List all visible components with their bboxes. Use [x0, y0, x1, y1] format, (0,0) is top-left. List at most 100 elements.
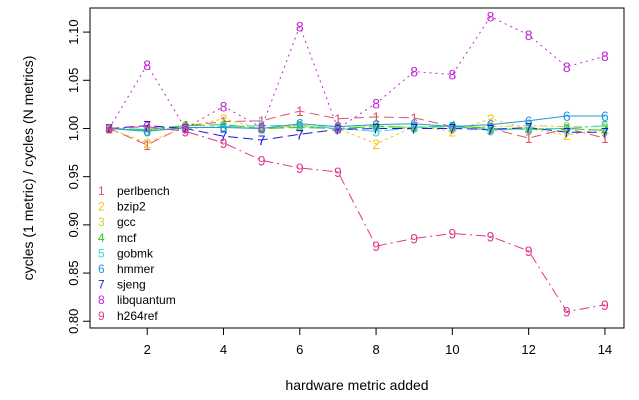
data-point-libquantum: 8: [143, 57, 151, 73]
data-point-gobmk: 5: [525, 121, 533, 137]
plot-frame: [89, 7, 625, 329]
y-tick-label: 0.85: [66, 260, 81, 285]
data-point-sjeng: 7: [258, 132, 266, 148]
legend-symbol: 6: [98, 262, 105, 276]
data-point-bzip2: 2: [601, 121, 609, 137]
data-point-sjeng: 7: [372, 121, 380, 137]
data-point-sjeng: 7: [525, 120, 533, 136]
data-point-h264ref: 9: [105, 121, 113, 137]
legend-symbol: 4: [98, 231, 105, 245]
y-axis-label: cycles (1 metric) / cycles (N metrics): [20, 56, 36, 281]
data-point-gcc: 3: [372, 118, 380, 134]
data-point-libquantum: 8: [449, 67, 457, 83]
legend-label: mcf: [117, 231, 137, 245]
data-point-gobmk: 5: [487, 122, 495, 138]
data-point-h264ref: 9: [258, 152, 266, 168]
data-point-bzip2: 2: [220, 111, 228, 127]
legend-symbol: 7: [98, 278, 105, 292]
legend-symbol: 2: [98, 200, 105, 214]
data-point-gobmk: 5: [220, 119, 228, 135]
data-point-libquantum: 8: [105, 121, 113, 137]
data-point-gobmk: 5: [105, 121, 113, 137]
data-point-libquantum: 8: [296, 18, 304, 34]
data-point-gcc: 3: [258, 121, 266, 137]
data-point-mcf: 4: [601, 122, 609, 138]
data-point-perlbench: 1: [372, 109, 380, 125]
data-point-libquantum: 8: [182, 121, 190, 137]
data-point-mcf: 4: [449, 118, 457, 134]
data-point-perlbench: 1: [525, 130, 533, 146]
data-point-libquantum: 8: [525, 27, 533, 43]
data-point-h264ref: 9: [143, 119, 151, 135]
data-point-gobmk: 5: [182, 121, 190, 137]
series-line-hmmer: [109, 115, 605, 132]
data-point-hmmer: 6: [601, 108, 609, 124]
data-point-mcf: 4: [296, 120, 304, 136]
data-point-gcc: 3: [449, 121, 457, 137]
data-point-h264ref: 9: [182, 123, 190, 139]
data-point-h264ref: 9: [296, 160, 304, 176]
data-point-hmmer: 6: [525, 113, 533, 129]
y-tick-label: 1.00: [66, 116, 81, 141]
data-point-libquantum: 8: [601, 48, 609, 64]
data-point-hmmer: 6: [372, 117, 380, 133]
data-point-hmmer: 6: [449, 119, 457, 135]
data-point-gcc: 3: [334, 119, 342, 135]
data-point-hmmer: 6: [334, 119, 342, 135]
legend-label: h264ref: [117, 309, 158, 323]
y-tick-label: 1.05: [66, 68, 81, 93]
data-point-bzip2: 2: [525, 121, 533, 137]
data-point-sjeng: 7: [296, 126, 304, 142]
data-point-gobmk: 5: [449, 119, 457, 135]
data-point-bzip2: 2: [296, 119, 304, 135]
data-point-perlbench: 1: [601, 130, 609, 146]
y-tick-label: 0.80: [66, 309, 81, 334]
data-point-gcc: 3: [220, 119, 228, 135]
data-point-h264ref: 9: [410, 230, 418, 246]
series-line-gobmk: [109, 125, 605, 132]
data-point-hmmer: 6: [258, 121, 266, 137]
data-point-bzip2: 2: [258, 121, 266, 137]
data-point-hmmer: 6: [182, 120, 190, 136]
data-point-hmmer: 6: [410, 116, 418, 132]
data-point-hmmer: 6: [143, 123, 151, 139]
x-tick-label: 14: [598, 342, 612, 357]
x-axis: 2 4 6 8 10 12 14: [144, 328, 612, 357]
data-point-gobmk: 5: [258, 118, 266, 134]
data-point-gcc: 3: [296, 118, 304, 134]
data-point-bzip2: 2: [182, 119, 190, 135]
legend-symbol: 3: [98, 215, 105, 229]
data-point-mcf: 4: [334, 121, 342, 137]
data-point-sjeng: 7: [563, 124, 571, 140]
legend-symbol: 8: [98, 293, 105, 307]
data-point-bzip2: 2: [487, 111, 495, 127]
data-point-perlbench: 1: [258, 113, 266, 129]
data-point-mcf: 4: [525, 121, 533, 137]
data-point-hmmer: 6: [563, 108, 571, 124]
data-point-gcc: 3: [525, 118, 533, 134]
data-point-gobmk: 5: [334, 121, 342, 137]
data-point-bzip2: 2: [334, 121, 342, 137]
data-point-mcf: 4: [563, 121, 571, 137]
data-point-bzip2: 2: [105, 121, 113, 137]
data-point-gcc: 3: [563, 119, 571, 135]
data-point-libquantum: 8: [372, 95, 380, 111]
series-lines: [108, 16, 606, 313]
data-point-gcc: 3: [487, 119, 495, 135]
y-tick-label: 0.90: [66, 212, 81, 237]
legend-label: gobmk: [117, 246, 154, 260]
data-point-sjeng: 7: [449, 121, 457, 137]
data-point-mcf: 4: [487, 121, 495, 137]
data-point-h264ref: 9: [334, 164, 342, 180]
x-tick-label: 6: [296, 342, 303, 357]
data-point-gcc: 3: [105, 121, 113, 137]
data-point-h264ref: 9: [563, 304, 571, 320]
legend-label: hmmer: [117, 262, 154, 276]
data-point-h264ref: 9: [220, 135, 228, 151]
series-line-h264ref: [109, 126, 605, 313]
x-tick-label: 12: [521, 342, 535, 357]
data-point-gobmk: 5: [143, 122, 151, 138]
data-point-perlbench: 1: [334, 111, 342, 127]
data-point-sjeng: 7: [334, 121, 342, 137]
